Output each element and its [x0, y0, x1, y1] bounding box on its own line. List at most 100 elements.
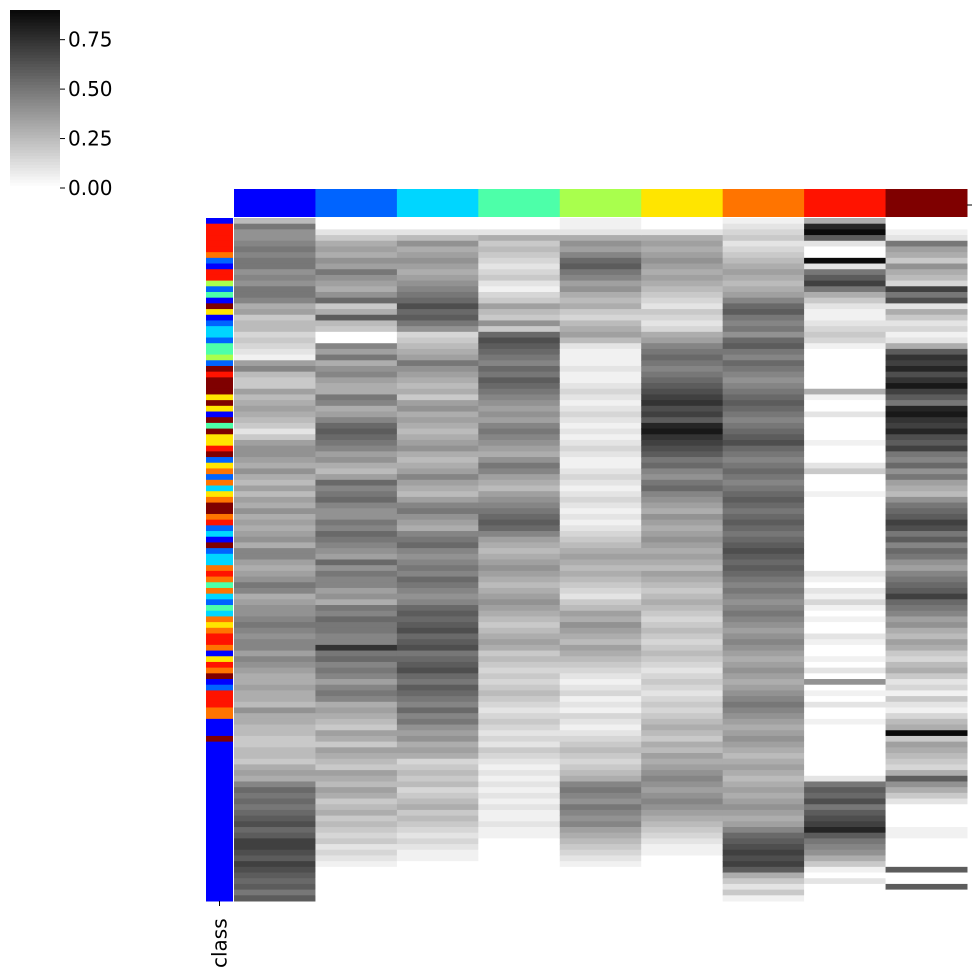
heatmap-cell — [234, 696, 316, 703]
heatmap-cell — [804, 326, 887, 333]
heatmap-cell — [804, 622, 887, 629]
heatmap-cell — [722, 872, 805, 879]
heatmap-cell — [559, 707, 642, 714]
colorbar-segment — [10, 99, 60, 103]
heatmap-cell — [234, 855, 316, 862]
heatmap-cell — [641, 428, 724, 435]
heatmap-cell — [804, 747, 887, 754]
heatmap-cell — [396, 639, 479, 646]
heatmap-cell — [559, 684, 642, 691]
heatmap-cell — [478, 394, 561, 401]
heatmap-cell — [885, 457, 968, 464]
heatmap-cell — [722, 303, 805, 310]
heatmap-cell — [804, 565, 887, 572]
heatmap-cell — [478, 371, 561, 378]
heatmap-cell — [722, 548, 805, 555]
heatmap-cell — [641, 445, 724, 452]
heatmap-cell — [234, 235, 316, 242]
row-class-color — [206, 274, 233, 282]
heatmap-cell — [478, 229, 561, 236]
heatmap-cell — [234, 252, 316, 259]
colorbar-segment — [10, 155, 60, 159]
heatmap-cell — [722, 291, 805, 299]
heatmap-cell — [885, 559, 968, 566]
heatmap-cell — [559, 559, 642, 566]
heatmap-cell — [722, 257, 805, 265]
heatmap-cell — [641, 582, 724, 589]
heatmap-cell — [315, 718, 398, 726]
heatmap-cell — [559, 827, 642, 834]
heatmap-cell — [722, 417, 805, 424]
heatmap-cell — [478, 235, 561, 242]
heatmap-cell — [722, 536, 805, 543]
heatmap-cell — [478, 770, 561, 777]
row-class-color — [206, 616, 233, 623]
heatmap-cell — [641, 587, 724, 595]
heatmap-cell — [234, 485, 316, 492]
column-class-color — [396, 189, 479, 217]
heatmap-cell — [396, 593, 479, 600]
heatmap-cell — [722, 542, 805, 549]
heatmap-cell — [641, 405, 724, 413]
heatmap-cell — [396, 343, 479, 350]
row-class-color — [206, 832, 233, 839]
heatmap-cell — [478, 263, 561, 270]
colorbar-segment — [10, 12, 60, 17]
heatmap-cell — [722, 246, 805, 253]
heatmap-cell — [804, 713, 887, 720]
heatmap-cell — [478, 747, 561, 754]
heatmap-cell — [722, 280, 805, 287]
heatmap-cell — [315, 439, 398, 447]
heatmap-cell — [234, 565, 316, 572]
heatmap-cell — [804, 536, 887, 543]
heatmap-cell — [396, 235, 479, 242]
heatmap-cell — [478, 383, 561, 390]
heatmap-cell — [315, 314, 398, 321]
heatmap-cell — [559, 724, 642, 731]
heatmap-cell — [722, 827, 805, 834]
row-class-color — [206, 451, 233, 458]
row-class-color — [206, 667, 233, 674]
heatmap-cell — [396, 257, 479, 265]
heatmap-cell — [315, 832, 398, 839]
colorbar-segment — [10, 164, 60, 168]
heatmap-cell — [478, 741, 561, 748]
heatmap-cell — [885, 451, 968, 458]
heatmap-cell — [804, 821, 887, 828]
heatmap-cell — [804, 297, 887, 304]
heatmap-cell — [315, 576, 398, 583]
row-class-color — [206, 656, 233, 663]
heatmap-cell — [804, 599, 887, 606]
heatmap-cell — [559, 770, 642, 777]
heatmap-cell — [396, 377, 479, 384]
heatmap-cell — [722, 707, 805, 714]
row-class-color — [206, 883, 233, 891]
heatmap-cell — [559, 878, 642, 885]
heatmap-cell — [641, 815, 724, 822]
row-class-color — [206, 599, 233, 606]
heatmap-cell — [396, 405, 479, 413]
heatmap-cell — [234, 377, 316, 384]
heatmap-cell — [641, 496, 724, 504]
heatmap-cell — [559, 252, 642, 259]
row-class-color — [206, 434, 233, 441]
heatmap-cell — [885, 263, 968, 270]
heatmap-cell — [478, 656, 561, 663]
heatmap-cell — [804, 320, 887, 327]
heatmap-cell — [641, 462, 724, 469]
heatmap-cell — [396, 827, 479, 834]
heatmap-cell — [396, 519, 479, 526]
colorbar-segment — [10, 161, 60, 165]
heatmap-cell — [234, 496, 316, 504]
heatmap-cell — [559, 542, 642, 549]
heatmap-cell — [396, 707, 479, 714]
heatmap-cell — [804, 696, 887, 703]
heatmap-cell — [885, 815, 968, 822]
heatmap-cell — [234, 622, 316, 629]
heatmap-cell — [478, 457, 561, 464]
heatmap-cell — [722, 371, 805, 378]
heatmap-cell — [641, 525, 724, 532]
heatmap-cell — [559, 883, 642, 891]
heatmap-cell — [559, 690, 642, 697]
heatmap-cell — [396, 360, 479, 367]
